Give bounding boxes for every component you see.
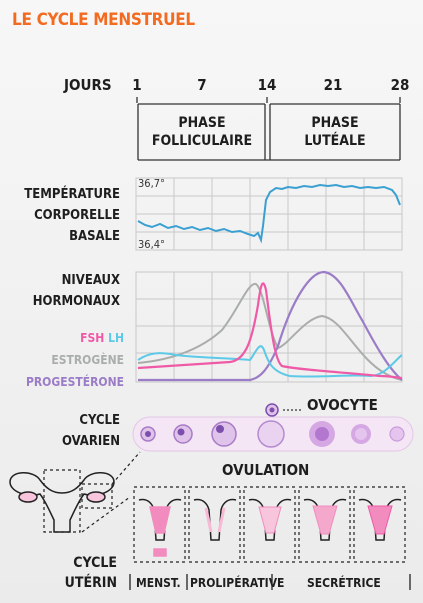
hormone-grid <box>135 271 403 383</box>
ovarian-label-line1: CYCLE <box>79 413 120 428</box>
oocyte-label: OVOCYTE <box>307 396 378 414</box>
phase-luteal-line2: LUTÉALE <box>304 133 366 149</box>
uterine-label-line2: UTÉRIN <box>64 575 117 591</box>
day-tick-7: 7 <box>197 76 207 94</box>
legend-lh: LH <box>108 331 124 345</box>
day-tick-14: 14 <box>257 76 277 94</box>
temp-min-label: 36,4° <box>138 238 165 251</box>
uterine-label-line1: CYCLE <box>73 555 117 571</box>
day-tick-1: 1 <box>132 76 142 94</box>
uterus-stages <box>133 486 406 563</box>
organ-zoom-boxes <box>43 451 141 533</box>
temperature-label-line1: TEMPÉRATURE <box>24 187 120 202</box>
day-tick-21: 21 <box>323 76 343 94</box>
phase-follicular-line2: FOLLICULAIRE <box>151 133 253 149</box>
page-title: LE CYCLE MENSTRUEL <box>12 10 195 30</box>
legend-progesterone: PROGESTÉRONE <box>25 375 124 389</box>
ovarian-label-line2: OVARIEN <box>62 434 120 449</box>
phase-luteal-line1: PHASE <box>311 115 359 131</box>
phase-follicular: PHASE FOLLICULAIRE <box>140 114 264 150</box>
temperature-curve <box>137 183 401 244</box>
uterine-label: CYCLE UTÉRIN <box>65 553 117 593</box>
legend-estrogen: ESTROGÈNE <box>51 353 124 367</box>
uterine-phase-proliferative: PROLIPÉRATIVE <box>190 576 285 590</box>
uterine-phase-separators <box>129 574 411 590</box>
ovulation-label: OVULATION <box>222 461 310 479</box>
legend-fsh: FSH <box>80 331 105 345</box>
day-tick-28: 28 <box>390 76 410 94</box>
phase-brackets <box>137 103 401 161</box>
legend-fsh-lh: FSH LH <box>80 331 124 345</box>
reproductive-organ-icon <box>9 472 115 533</box>
temperature-label-line3: BASALE <box>69 229 120 244</box>
temperature-label: TEMPÉRATURE CORPORELLE BASALE <box>24 184 120 247</box>
ovarian-label: CYCLE OVARIEN <box>62 410 120 452</box>
phase-luteal: PHASE LUTÉALE <box>270 114 400 150</box>
day-axis <box>136 97 401 103</box>
temperature-grid <box>135 177 403 251</box>
temperature-label-line2: CORPORELLE <box>34 208 120 223</box>
follicle-stages <box>140 403 405 448</box>
hormone-label-line1: NIVEAUX <box>61 273 120 288</box>
temp-max-label: 36,7° <box>138 177 165 190</box>
hormone-label-line2: HORMONAUX <box>32 294 120 309</box>
uterine-phase-secretory: SECRÉTRICE <box>307 576 381 590</box>
fsh-curve <box>137 282 403 380</box>
days-label: JOURS <box>64 76 112 94</box>
hormone-label: NIVEAUX HORMONAUX <box>33 270 120 312</box>
uterine-phase-menst: MENST. <box>136 576 181 590</box>
phase-follicular-line1: PHASE <box>178 115 226 131</box>
